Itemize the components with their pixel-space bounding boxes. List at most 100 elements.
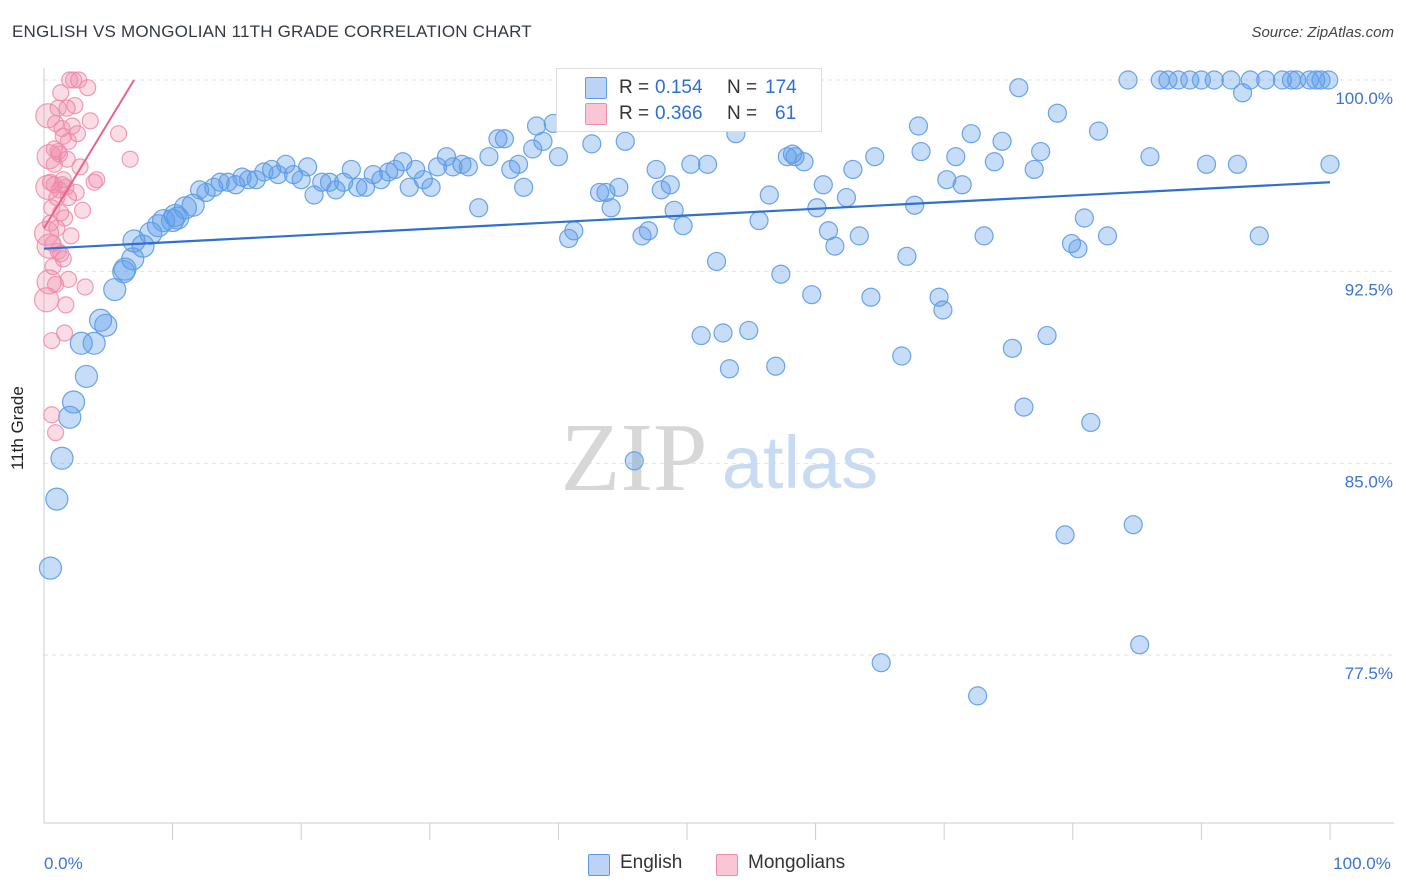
english-point — [210, 172, 230, 192]
english-point — [348, 177, 368, 197]
english-point — [897, 246, 917, 266]
english-point — [479, 147, 499, 167]
english-point — [825, 236, 845, 256]
mongolian-point — [33, 220, 60, 246]
english-point — [1196, 154, 1217, 174]
english-point — [905, 195, 925, 215]
grid-lines — [44, 79, 1394, 656]
mongolian-point — [62, 227, 80, 245]
mongolian-point — [61, 71, 79, 89]
mongolian-point — [35, 103, 61, 129]
english-point — [739, 320, 759, 341]
mongolian-point — [43, 406, 61, 424]
english-point — [681, 154, 701, 174]
english-point — [589, 182, 610, 203]
mongolian-point — [76, 278, 94, 296]
english-swatch — [585, 77, 607, 99]
english-point — [1014, 397, 1034, 417]
english-point — [151, 208, 176, 233]
trend-lines — [43, 79, 1331, 250]
english-point — [1081, 412, 1101, 433]
english-point — [802, 285, 822, 305]
english-point — [933, 300, 953, 320]
english-point — [601, 198, 621, 218]
english-point — [226, 175, 246, 195]
mongolian-point — [109, 125, 128, 143]
english-points — [38, 70, 1340, 706]
english-point — [458, 157, 478, 177]
english-point — [1037, 325, 1057, 346]
english-point — [1140, 147, 1160, 167]
mongolian-point — [66, 96, 84, 115]
mongolian-point — [81, 112, 99, 130]
english-point — [651, 180, 671, 200]
mongolian-r-value: 0.366 — [655, 103, 703, 124]
english-point — [436, 147, 457, 167]
mongolian-point — [64, 71, 83, 89]
english-trend-line — [43, 181, 1331, 250]
english-point — [94, 313, 118, 337]
mongolian-point — [54, 250, 72, 268]
english-point — [298, 157, 318, 177]
bottom-mongolian-label: Mongolians — [748, 852, 846, 873]
english-point — [1047, 103, 1067, 123]
english-point — [911, 141, 931, 162]
english-point — [1009, 78, 1029, 98]
english-point — [892, 346, 912, 366]
mongolian-point — [55, 324, 74, 342]
mongolian-point — [68, 125, 87, 143]
english-point — [673, 216, 693, 236]
english-point — [759, 185, 779, 205]
english-r-label: R = — [619, 77, 650, 98]
english-n-value: 174 — [765, 77, 797, 98]
mongolian-point — [67, 183, 85, 202]
english-point — [719, 359, 740, 379]
mongolian-point — [73, 201, 92, 219]
y-tick-label: 77.5% — [1345, 664, 1393, 683]
english-point — [1180, 70, 1200, 90]
english-point — [961, 124, 981, 144]
mongolian-point — [58, 150, 76, 168]
english-point — [1221, 70, 1241, 90]
english-point — [794, 152, 814, 172]
english-point — [1074, 208, 1094, 228]
mongolian-point — [52, 84, 70, 102]
mongolian-point — [57, 296, 75, 314]
mongolian-swatch — [585, 103, 607, 125]
english-point — [992, 131, 1012, 151]
english-point — [1204, 70, 1224, 90]
english-point — [1031, 141, 1051, 162]
x-tick-label: 100.0% — [1333, 854, 1391, 873]
english-point — [326, 180, 346, 200]
mongolian-n-label: N = — [727, 103, 758, 124]
english-point — [1320, 154, 1340, 174]
english-point — [952, 175, 972, 195]
source-label: Source: ZipAtlas.com — [1251, 24, 1394, 41]
english-point — [488, 129, 508, 149]
english-point — [632, 226, 652, 246]
x-tick-label: 0.0% — [44, 854, 83, 873]
english-point — [974, 226, 994, 246]
english-point — [638, 221, 659, 241]
english-point — [1097, 226, 1118, 246]
english-point — [50, 446, 74, 470]
english-point — [908, 116, 929, 136]
english-point — [181, 193, 205, 217]
english-point — [218, 172, 238, 192]
english-point — [660, 175, 680, 195]
english-point — [74, 364, 99, 389]
english-point — [1249, 226, 1269, 246]
english-point — [929, 287, 949, 307]
english-point — [533, 131, 553, 151]
mongolian-trend-line — [43, 79, 135, 229]
english-point — [782, 144, 803, 164]
bottom-mongolian-swatch — [716, 854, 738, 876]
stats-legend: R = 0.154 N = 174 R = 0.366 N = 61 — [556, 68, 822, 132]
english-point — [276, 154, 296, 174]
english-point — [238, 170, 259, 190]
english-point — [609, 177, 629, 197]
english-point — [771, 264, 791, 284]
english-point — [1311, 70, 1331, 90]
english-point — [937, 170, 957, 190]
chart-title: ENGLISH VS MONGOLIAN 11TH GRADE CORRELAT… — [12, 22, 532, 41]
